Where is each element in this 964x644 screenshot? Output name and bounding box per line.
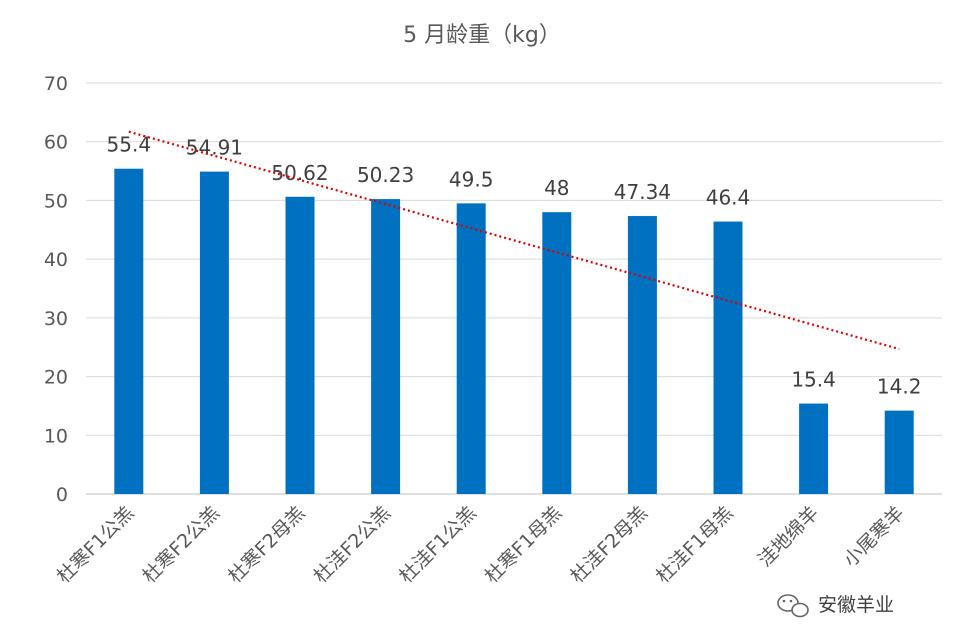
y-tick-label: 70 bbox=[44, 73, 68, 95]
data-label: 50.23 bbox=[357, 163, 414, 187]
x-category-label: 杜洼F2公羔 bbox=[310, 502, 396, 588]
data-label: 46.4 bbox=[706, 186, 751, 210]
bar bbox=[627, 216, 657, 494]
bar bbox=[456, 203, 486, 494]
y-tick-label: 0 bbox=[56, 484, 68, 506]
x-axis-categories: 杜寒F1公羔 杜寒F2公羔 杜寒F2母羔 杜洼F2公羔 杜洼F1公羔 杜寒F1母羔 杜洼F2… bbox=[53, 502, 909, 588]
bars bbox=[114, 168, 914, 495]
chart-title: 5 月龄重（kg） bbox=[403, 23, 561, 48]
data-label: 15.4 bbox=[791, 368, 836, 392]
y-tick-label: 60 bbox=[44, 132, 68, 154]
data-label: 14.2 bbox=[877, 375, 922, 399]
y-axis-ticks: 0 10 20 30 40 50 60 70 bbox=[44, 73, 68, 506]
wechat-icon bbox=[777, 594, 809, 618]
bar bbox=[199, 171, 229, 494]
y-tick-label: 40 bbox=[44, 249, 68, 271]
y-tick-label: 50 bbox=[44, 190, 68, 212]
y-tick-label: 20 bbox=[44, 367, 68, 389]
bar bbox=[114, 168, 144, 495]
data-label: 48 bbox=[544, 176, 569, 200]
y-tick-label: 30 bbox=[44, 308, 68, 330]
x-category-label: 杜洼F1公羔 bbox=[395, 502, 481, 588]
watermark: 安徽羊业 bbox=[777, 594, 894, 618]
x-category-label: 杜寒F1公羔 bbox=[53, 502, 139, 588]
x-category-label: 杜寒F2母羔 bbox=[224, 502, 310, 588]
bar bbox=[713, 221, 743, 494]
x-category-label: 小尾寒羊 bbox=[839, 502, 908, 571]
watermark-text: 安徽羊业 bbox=[818, 594, 894, 616]
data-label: 50.62 bbox=[271, 161, 328, 185]
trendline-segment bbox=[128, 130, 900, 351]
bar bbox=[371, 199, 401, 495]
bar bbox=[542, 212, 572, 494]
x-category-label: 杜寒F2公羔 bbox=[138, 502, 224, 588]
x-category-label: 杜寒F1母羔 bbox=[481, 502, 567, 588]
y-tick-label: 10 bbox=[44, 425, 68, 447]
trendline bbox=[128, 130, 900, 351]
data-label: 54.91 bbox=[186, 136, 243, 160]
data-label: 49.5 bbox=[449, 167, 494, 191]
x-category-label: 杜洼F2母羔 bbox=[566, 502, 652, 588]
x-category-label: 洼地绵羊 bbox=[754, 502, 823, 571]
bar bbox=[884, 410, 914, 494]
bar bbox=[285, 196, 315, 495]
data-label: 47.34 bbox=[614, 180, 671, 204]
x-category-label: 杜洼F1母羔 bbox=[652, 502, 738, 588]
bar bbox=[799, 403, 829, 494]
